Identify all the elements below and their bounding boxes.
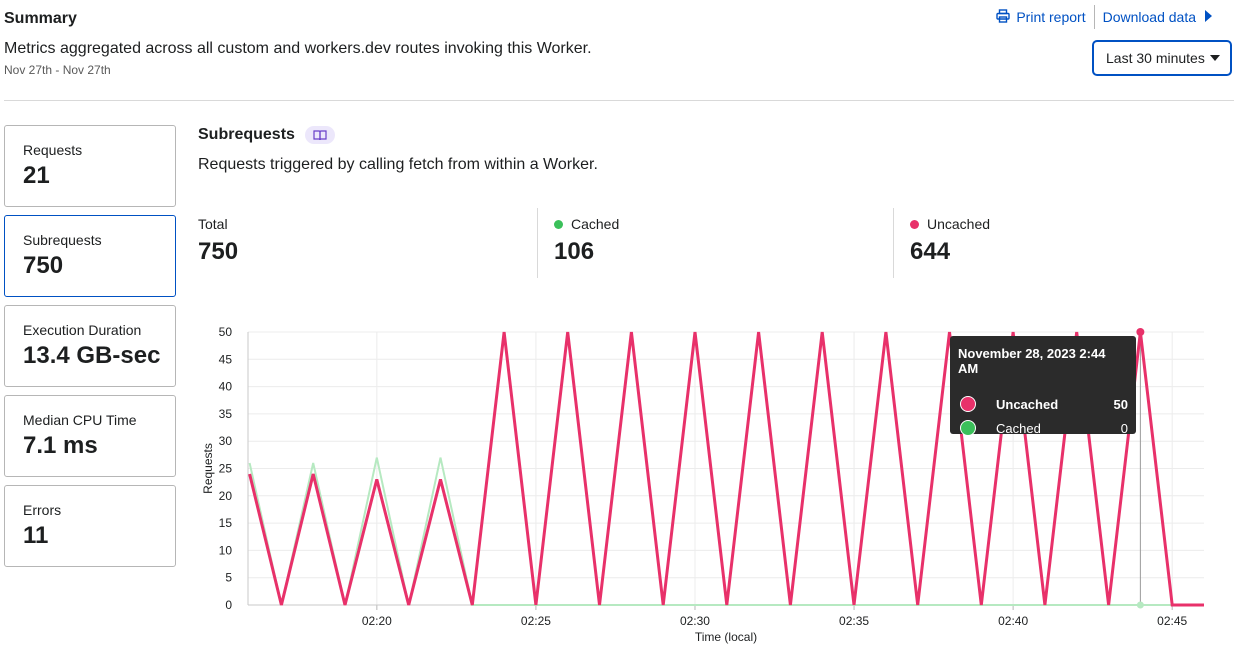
action-divider (1093, 5, 1095, 29)
x-tick-label: 02:20 (362, 614, 392, 628)
x-axis-label: Time (local) (695, 630, 757, 644)
tooltip-title: November 28, 2023 2:44 AM (958, 346, 1106, 376)
uncached-legend-dot (910, 219, 919, 229)
highlight-point-uncached (1136, 328, 1145, 336)
y-tick-label: 20 (219, 489, 233, 503)
y-tick-label: 15 (219, 516, 233, 530)
stat-cached: Cached 106 (554, 216, 619, 266)
y-tick-label: 50 (219, 325, 233, 339)
date-range-text: Nov 27th - Nov 27th (4, 63, 111, 77)
x-tick-label: 02:35 (839, 614, 869, 628)
report-actions: Print report Download data (988, 5, 1226, 29)
y-axis-label: Requests (201, 443, 215, 494)
series-line-uncached (248, 331, 1204, 607)
cached-swatch (960, 420, 976, 436)
summary-description: Metrics aggregated across all custom and… (4, 40, 592, 57)
metric-card-median-cpu-time[interactable]: Median CPU Time 7.1 ms (4, 395, 176, 477)
metric-value: 7.1 ms (23, 432, 98, 459)
y-tick-label: 45 (219, 352, 233, 366)
y-tick-label: 5 (225, 571, 232, 585)
metric-label: Median CPU Time (23, 412, 137, 428)
print-report-label: Print report (1016, 9, 1086, 25)
metric-label: Subrequests (23, 232, 102, 248)
caret-right-icon (1204, 9, 1218, 25)
metric-card-requests[interactable]: Requests 21 (4, 125, 176, 207)
printer-icon (996, 8, 1016, 26)
download-data-button[interactable]: Download data (1095, 5, 1226, 29)
metric-card-subrequests[interactable]: Subrequests 750 (4, 215, 176, 297)
y-tick-label: 40 (219, 380, 233, 394)
print-report-button[interactable]: Print report (988, 5, 1093, 29)
metric-value: 750 (23, 252, 64, 279)
y-tick-label: 0 (225, 598, 232, 612)
metric-value: 11 (23, 522, 49, 549)
time-range-select[interactable]: Last 30 minutes (1092, 40, 1232, 76)
x-tick-label: 02:25 (521, 614, 551, 628)
metric-label: Errors (23, 502, 62, 518)
panel-title-row: Subrequests (198, 126, 335, 144)
panel-description: Requests triggered by calling fetch from… (198, 156, 598, 173)
x-tick-label: 02:40 (998, 614, 1028, 628)
metric-label: Execution Duration (23, 322, 142, 338)
stat-uncached: Uncached 644 (910, 216, 990, 266)
cached-legend-dot (554, 219, 563, 229)
metric-card-execution-duration[interactable]: Execution Duration 13.4 GB-sec (4, 305, 176, 387)
summary-title: Summary (4, 10, 77, 27)
stat-total-value: 750 (198, 238, 239, 265)
tooltip-series-name: Uncached (996, 396, 1059, 412)
time-range-value: Last 30 minutes (1106, 50, 1205, 66)
uncached-swatch (960, 396, 976, 412)
metric-value: 21 (23, 162, 50, 189)
stat-divider (537, 208, 538, 278)
stat-divider (893, 208, 894, 278)
metric-label: Requests (23, 142, 83, 158)
stat-uncached-label: Uncached (927, 216, 991, 232)
y-tick-label: 35 (219, 407, 233, 421)
x-tick-label: 02:30 (680, 614, 710, 628)
stat-cached-label: Cached (571, 216, 620, 232)
stat-uncached-value: 644 (910, 238, 951, 265)
tooltip-series-value: 0 (1120, 420, 1128, 436)
highlight-point-cached (1136, 601, 1144, 609)
chart-tooltip: November 28, 2023 2:44 AM Uncached 50 Ca… (950, 336, 1136, 436)
y-tick-label: 30 (219, 434, 233, 448)
y-tick-label: 10 (219, 543, 233, 557)
tooltip-series-value: 50 (1113, 396, 1128, 412)
docs-book-icon[interactable] (304, 126, 335, 144)
download-data-label: Download data (1102, 9, 1196, 25)
subrequests-line-chart[interactable]: 0 5 10 15 20 25 30 35 40 45 50 02:20 02:25 02:30 02:35… (190, 318, 1220, 649)
tooltip-series-name: Cached (996, 420, 1041, 436)
tooltip-row-uncached: Uncached 50 (958, 396, 1128, 412)
header-divider (4, 100, 1234, 101)
stat-total: Total 750 (198, 216, 238, 266)
x-tick-label: 02:45 (1157, 614, 1187, 628)
panel-title: Subrequests (198, 126, 295, 143)
stat-total-label: Total (198, 216, 228, 232)
metric-value: 13.4 GB-sec (23, 342, 161, 369)
stat-cached-value: 106 (554, 238, 595, 265)
y-tick-label: 25 (219, 462, 233, 476)
metric-card-errors[interactable]: Errors 11 (4, 485, 176, 567)
tooltip-row-cached: Cached 0 (958, 420, 1128, 436)
chevron-down-icon (1210, 55, 1220, 61)
